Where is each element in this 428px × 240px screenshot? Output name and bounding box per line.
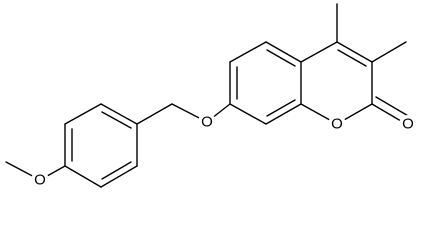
carbonyl-oxygen: O: [402, 116, 414, 133]
ether-oxygen: O: [201, 114, 213, 131]
bonds: [5, 3, 411, 188]
atom-labels: O O O O: [31, 113, 417, 189]
structure-diagram: O O O O: [5, 3, 417, 189]
methoxy-oxygen: O: [34, 172, 46, 189]
ring-oxygen: O: [331, 116, 343, 133]
